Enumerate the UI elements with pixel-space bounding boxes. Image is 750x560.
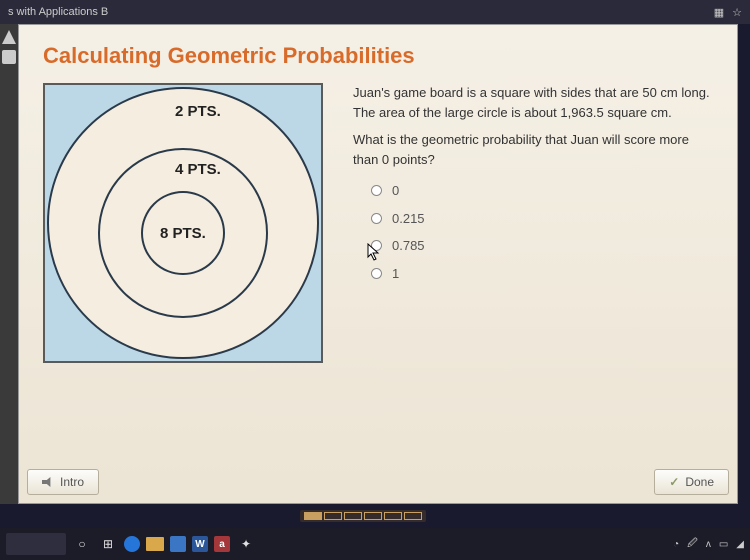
system-tray[interactable]: ◔ 🖉 ʌ ▭ ◢ (673, 536, 744, 553)
store-icon[interactable] (170, 536, 186, 552)
main-row: 2 PTS. 4 PTS. 8 PTS. Juan's game board i… (43, 83, 713, 363)
option-2[interactable]: 0.785 (371, 232, 713, 260)
intro-button[interactable]: Intro (27, 469, 99, 495)
label-2pts: 2 PTS. (175, 103, 221, 120)
browser-controls: ▦ ☆ (714, 6, 742, 19)
star-icon[interactable]: ☆ (732, 6, 742, 19)
game-board: 2 PTS. 4 PTS. 8 PTS. (43, 83, 323, 363)
option-label: 0 (392, 181, 399, 201)
battery-icon[interactable]: ▭ (719, 539, 728, 550)
question-panel: Juan's game board is a square with sides… (353, 83, 713, 363)
answer-options: 0 0.215 0.785 1 (371, 177, 713, 287)
radio-icon (371, 213, 382, 224)
slide-dot[interactable] (324, 512, 342, 520)
windows-taskbar: ○ ⊞ W a ✦ ◔ 🖉 ʌ ▭ ◢ (0, 528, 750, 560)
option-1[interactable]: 0.215 (371, 205, 713, 233)
lesson-content: Calculating Geometric Probabilities 2 PT… (18, 24, 738, 504)
word-icon[interactable]: W (192, 536, 208, 552)
label-4pts: 4 PTS. (175, 161, 221, 178)
radio-icon (371, 185, 382, 196)
slide-dot[interactable] (344, 512, 362, 520)
done-button[interactable]: ✓ Done (654, 469, 729, 495)
radio-icon (371, 268, 382, 279)
option-label: 0.785 (392, 236, 425, 256)
slide-dot[interactable] (404, 512, 422, 520)
lesson-sidebar (0, 24, 18, 504)
tray-icon[interactable]: ◔ (673, 539, 679, 550)
cortana-icon[interactable]: ○ (72, 534, 92, 554)
tray-icon[interactable]: 🖉 (687, 536, 698, 553)
grid-icon[interactable]: ▦ (714, 6, 724, 19)
chevron-up-icon[interactable]: ʌ (706, 539, 711, 550)
speaker-icon (42, 477, 54, 487)
option-label: 1 (392, 264, 399, 284)
taskview-icon[interactable]: ⊞ (98, 534, 118, 554)
sidebar-tool-2[interactable] (2, 50, 16, 64)
sidebar-tool-1[interactable] (2, 30, 16, 44)
browser-tab-bar: s with Applications B ▦ ☆ (0, 0, 750, 24)
question-intro: Juan's game board is a square with sides… (353, 83, 713, 122)
option-0[interactable]: 0 (371, 177, 713, 205)
explorer-icon[interactable] (146, 537, 164, 551)
slide-dot[interactable] (304, 512, 322, 520)
option-label: 0.215 (392, 209, 425, 229)
edge-icon[interactable] (124, 536, 140, 552)
slide-progress (300, 510, 426, 522)
question-prompt: What is the geometric probability that J… (353, 130, 713, 169)
access-icon[interactable]: a (214, 536, 230, 552)
slide-dot[interactable] (364, 512, 382, 520)
search-box[interactable] (6, 533, 66, 555)
intro-label: Intro (60, 475, 84, 489)
option-3[interactable]: 1 (371, 260, 713, 288)
radio-icon (371, 240, 382, 251)
lesson-footer: Intro ✓ Done (27, 469, 729, 495)
wifi-icon[interactable]: ◢ (736, 539, 744, 550)
app-icon[interactable]: ✦ (236, 534, 256, 554)
tab-title: s with Applications B (8, 6, 108, 18)
page-title: Calculating Geometric Probabilities (43, 43, 713, 69)
check-icon: ✓ (669, 475, 679, 489)
slide-dot[interactable] (384, 512, 402, 520)
done-label: Done (685, 475, 714, 489)
label-8pts: 8 PTS. (160, 225, 206, 242)
